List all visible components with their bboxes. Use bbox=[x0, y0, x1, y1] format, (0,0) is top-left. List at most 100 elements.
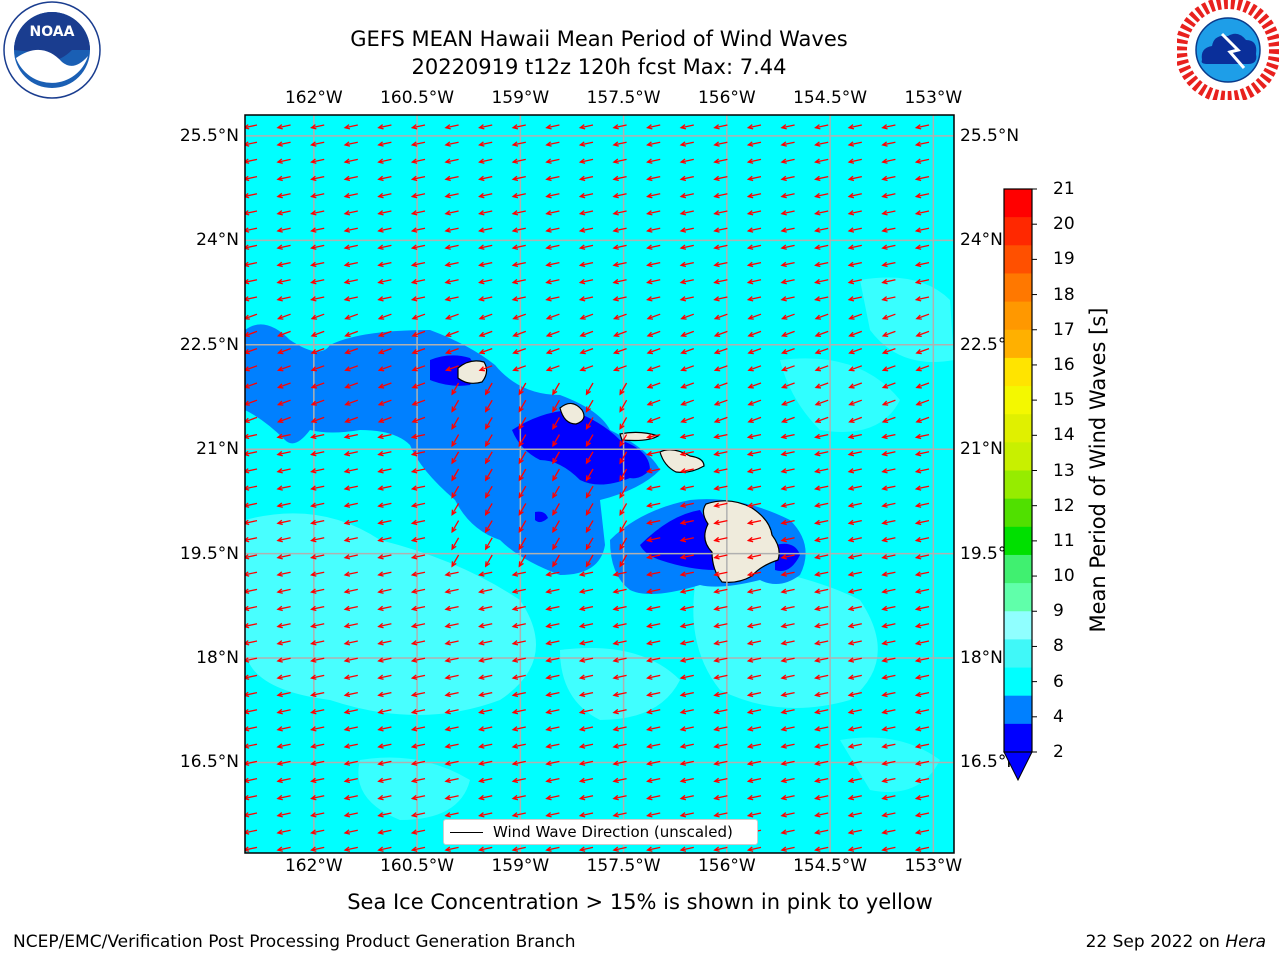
wave-direction-arrow bbox=[679, 691, 694, 698]
wave-direction-arrow bbox=[343, 691, 358, 698]
wave-direction-arrow bbox=[619, 382, 628, 396]
wave-direction-arrow bbox=[612, 141, 627, 147]
wave-direction-arrow bbox=[915, 347, 930, 355]
wave-direction-arrow bbox=[612, 605, 627, 612]
wave-direction-arrow bbox=[276, 571, 291, 577]
footer-date: 22 Sep 2022 on Hera bbox=[1085, 932, 1266, 952]
wave-direction-arrow bbox=[344, 399, 359, 406]
wave-direction-arrow bbox=[511, 760, 526, 766]
wave-direction-arrow bbox=[814, 365, 829, 372]
wave-direction-arrow bbox=[915, 330, 930, 337]
wave-direction-arrow bbox=[847, 674, 862, 680]
wave-direction-arrow bbox=[881, 278, 896, 285]
wave-direction-arrow bbox=[780, 846, 795, 852]
wave-direction-arrow bbox=[914, 158, 930, 164]
wave-direction-arrow bbox=[780, 399, 795, 406]
colorbar-tick-label: 16 bbox=[1053, 354, 1075, 375]
noaa-logo: NOAA bbox=[3, 1, 101, 99]
lat-label-left: 18°N bbox=[196, 648, 239, 669]
wave-direction-arrow bbox=[780, 554, 795, 560]
lon-label-bottom: 159°W bbox=[491, 856, 550, 876]
wave-direction-arrow bbox=[310, 416, 325, 423]
wave-direction-arrow bbox=[579, 330, 594, 337]
wave-direction-arrow bbox=[847, 657, 862, 663]
wave-direction-arrow bbox=[814, 708, 829, 715]
wave-direction-arrow bbox=[713, 244, 728, 250]
wave-direction-arrow bbox=[245, 296, 258, 302]
wave-direction-arrow bbox=[377, 554, 392, 560]
wave-direction-arrow bbox=[713, 536, 728, 543]
wave-direction-arrow bbox=[679, 296, 694, 302]
wave-direction-arrow bbox=[511, 622, 526, 629]
wave-direction-arrow bbox=[881, 708, 896, 715]
wave-direction-arrow bbox=[518, 485, 527, 499]
wave-direction-arrow bbox=[612, 726, 627, 732]
wave-direction-arrow bbox=[512, 313, 527, 320]
wave-direction-arrow bbox=[377, 588, 392, 594]
wave-direction-arrow bbox=[680, 330, 695, 337]
wave-direction-arrow bbox=[511, 210, 526, 216]
very-low-period-region bbox=[512, 410, 650, 485]
wave-direction-arrow bbox=[780, 674, 795, 680]
footer-host: Hera bbox=[1225, 932, 1266, 952]
wave-direction-arrow bbox=[377, 330, 392, 337]
wave-direction-arrow bbox=[848, 416, 863, 423]
wave-direction-arrow bbox=[377, 468, 392, 474]
wave-direction-arrow bbox=[478, 244, 493, 250]
wave-direction-arrow bbox=[814, 450, 829, 457]
wave-direction-arrow bbox=[377, 278, 392, 285]
wave-direction-arrow bbox=[612, 278, 627, 285]
wave-direction-arrow bbox=[518, 520, 527, 534]
wave-direction-arrow bbox=[276, 365, 291, 372]
wave-direction-arrow bbox=[478, 760, 493, 766]
wave-direction-arrow bbox=[780, 313, 795, 320]
wave-direction-arrow bbox=[847, 726, 862, 732]
wave-direction-arrow bbox=[585, 382, 594, 396]
wave-direction-arrow bbox=[915, 399, 930, 406]
wave-direction-arrow bbox=[619, 503, 628, 516]
wave-direction-arrow bbox=[747, 416, 762, 423]
wave-direction-arrow bbox=[780, 330, 795, 337]
wave-direction-arrow bbox=[881, 640, 896, 646]
wave-direction-arrow bbox=[377, 605, 392, 612]
wave-direction-arrow bbox=[518, 417, 527, 430]
wave-direction-arrow bbox=[344, 313, 359, 320]
wave-direction-arrow bbox=[511, 743, 526, 749]
wave-direction-arrow bbox=[245, 192, 258, 199]
wave-direction-arrow bbox=[451, 434, 460, 448]
wave-direction-arrow bbox=[713, 313, 728, 320]
wave-direction-arrow bbox=[511, 605, 526, 612]
wave-direction-arrow bbox=[746, 571, 762, 577]
wave-direction-arrow bbox=[881, 502, 896, 508]
colorbar-block bbox=[1004, 526, 1032, 556]
wave-direction-arrow bbox=[780, 158, 795, 164]
wave-direction-arrow bbox=[578, 674, 594, 680]
wave-direction-arrow bbox=[646, 777, 661, 784]
wave-direction-arrow bbox=[484, 537, 493, 551]
wave-direction-arrow bbox=[881, 691, 896, 698]
wave-direction-arrow bbox=[814, 261, 829, 268]
wave-direction-arrow bbox=[679, 674, 694, 680]
wave-direction-arrow bbox=[713, 812, 728, 818]
wave-direction-arrow bbox=[585, 485, 594, 499]
wave-direction-arrow bbox=[410, 227, 426, 233]
wave-direction-arrow bbox=[310, 743, 325, 749]
wave-direction-arrow bbox=[578, 158, 594, 164]
wave-direction-arrow bbox=[245, 812, 258, 818]
colorbar-block bbox=[1004, 723, 1032, 753]
wave-direction-arrow bbox=[814, 519, 829, 526]
wave-direction-arrow bbox=[578, 691, 594, 698]
wave-direction-arrow bbox=[619, 537, 628, 551]
wave-direction-arrow bbox=[814, 192, 829, 199]
wave-direction-arrow bbox=[377, 829, 392, 835]
wave-direction-arrow bbox=[310, 278, 325, 285]
wave-direction-arrow bbox=[245, 365, 258, 372]
wave-direction-arrow bbox=[646, 502, 661, 508]
wind-wave-arrows bbox=[245, 124, 930, 852]
wave-direction-arrow bbox=[552, 554, 560, 568]
lon-label-bottom: 154.5°W bbox=[793, 856, 868, 876]
wave-direction-arrow bbox=[484, 434, 493, 448]
wave-direction-arrow bbox=[377, 519, 392, 526]
wave-direction-arrow bbox=[310, 227, 325, 233]
wave-direction-arrow bbox=[511, 124, 526, 130]
